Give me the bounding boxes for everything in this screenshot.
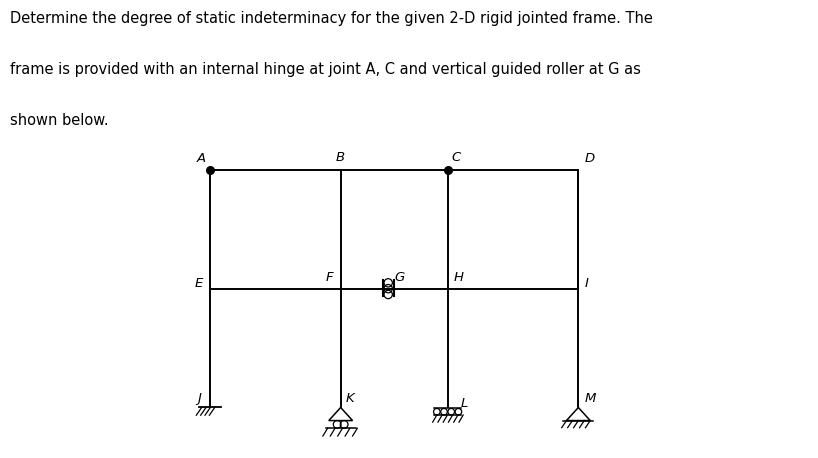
Text: I: I <box>584 277 588 290</box>
Text: C: C <box>452 151 461 164</box>
Text: J: J <box>197 392 200 404</box>
Text: B: B <box>336 151 345 164</box>
Text: L: L <box>461 398 468 410</box>
Text: H: H <box>453 271 464 284</box>
Text: G: G <box>394 271 404 284</box>
Text: shown below.: shown below. <box>10 113 109 128</box>
Text: E: E <box>196 277 204 290</box>
Text: M: M <box>584 392 596 404</box>
Text: frame is provided with an internal hinge at joint A, C and vertical guided rolle: frame is provided with an internal hinge… <box>10 62 640 77</box>
Text: Determine the degree of static indeterminacy for the given 2-D rigid jointed fra: Determine the degree of static indetermi… <box>10 11 653 26</box>
Text: K: K <box>345 392 354 404</box>
Text: F: F <box>326 271 334 284</box>
Text: A: A <box>197 152 206 165</box>
Text: D: D <box>584 152 595 165</box>
